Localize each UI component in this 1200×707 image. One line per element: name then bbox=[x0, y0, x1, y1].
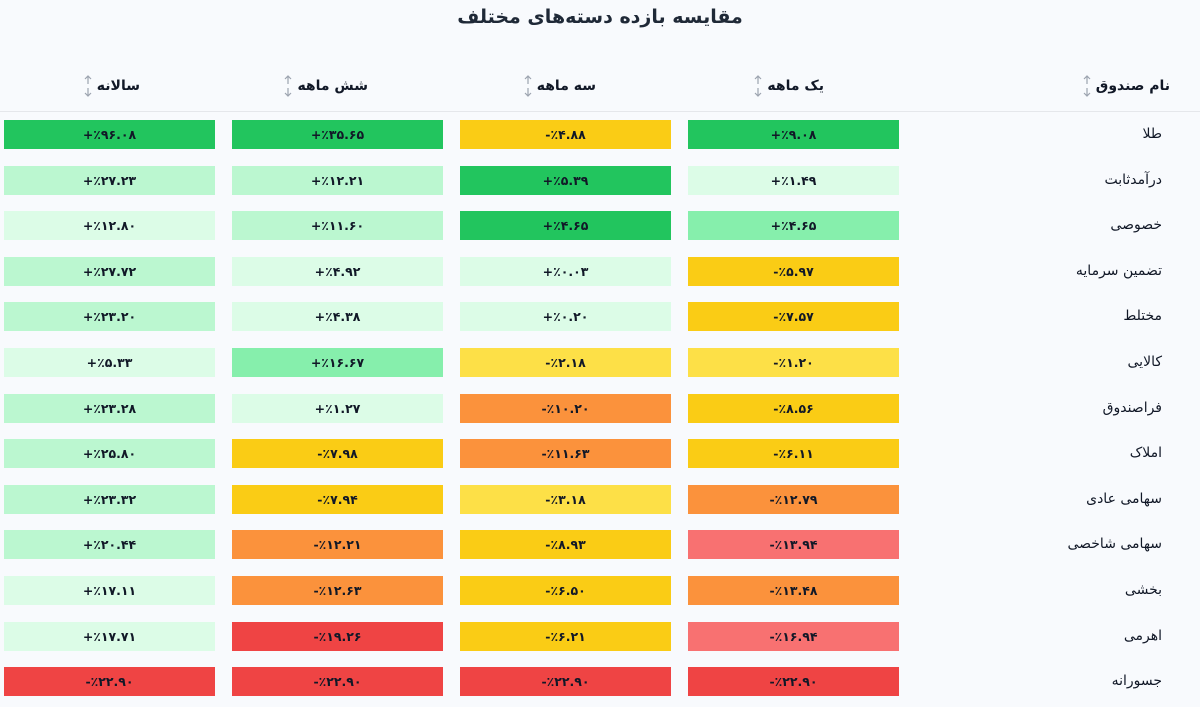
return-cell-m3: -٪۶.۵۰ bbox=[460, 576, 671, 605]
return-cell-m3: +٪۰.۲۰ bbox=[460, 302, 671, 332]
table-row: درآمدثابت +٪۱.۴۹ +٪۵.۳۹ +٪۱۲.۲۱ +٪۲۷.۲۳ bbox=[0, 161, 1200, 206]
column-header-m6[interactable]: شش ماهه bbox=[283, 74, 368, 98]
return-cell-m1: +٪۴.۶۵ bbox=[688, 211, 899, 241]
table-row: جسورانه -٪۲۲.۹۰ -٪۲۲.۹۰ -٪۲۲.۹۰ -٪۲۲.۹۰ bbox=[0, 662, 1200, 707]
column-header-label: یک ماهه bbox=[767, 78, 824, 94]
fund-category-name: تضمین سرمایه bbox=[1075, 262, 1162, 279]
return-cell-y1: +٪۲۳.۲۸ bbox=[4, 393, 215, 423]
fund-category-name: املاک bbox=[1129, 445, 1162, 462]
return-cell-m1: -٪۱۳.۹۴ bbox=[688, 530, 899, 560]
return-cell-m3: +٪۰.۰۳ bbox=[460, 256, 671, 286]
return-cell-m1: -٪۱۲.۷۹ bbox=[688, 484, 899, 514]
table-row: مختلط -٪۷.۵۷ +٪۰.۲۰ +٪۴.۳۸ +٪۲۳.۲۰ bbox=[0, 297, 1200, 342]
return-cell-m3: -٪۶.۲۱ bbox=[460, 621, 671, 651]
return-cell-m6: +٪۱۱.۶۰ bbox=[232, 211, 443, 241]
column-header-label: سالانه bbox=[96, 78, 140, 94]
table-row: کالایی -٪۱.۲۰ -٪۲.۱۸ +٪۱۶.۶۷ +٪۵.۳۳ bbox=[0, 343, 1200, 388]
table-row: اهرمی -٪۱۶.۹۴ -٪۶.۲۱ -٪۱۹.۲۶ +٪۱۷.۷۱ bbox=[0, 617, 1200, 662]
sort-icon[interactable] bbox=[1082, 75, 1092, 97]
return-cell-y1: +٪۲۰.۴۴ bbox=[4, 530, 215, 560]
column-header-m3[interactable]: سه ماهه bbox=[523, 74, 596, 98]
return-cell-m6: +٪۳۵.۶۵ bbox=[232, 120, 443, 149]
return-cell-m3: -٪۲۲.۹۰ bbox=[460, 667, 671, 697]
return-cell-m6: +٪۴.۹۲ bbox=[232, 256, 443, 286]
fund-category-name: کالایی bbox=[1127, 354, 1162, 370]
fund-category-name: مختلط bbox=[1123, 308, 1162, 325]
table-row: فراصندوق -٪۸.۵۶ -٪۱۰.۲۰ +٪۱.۲۷ +٪۲۳.۲۸ bbox=[0, 389, 1200, 434]
return-cell-m3: -٪۸.۹۳ bbox=[460, 530, 671, 560]
return-cell-m3: -٪۲.۱۸ bbox=[460, 348, 671, 377]
column-header-name[interactable]: نام صندوق bbox=[1082, 74, 1170, 98]
return-cell-m6: -٪۱۹.۲۶ bbox=[232, 621, 443, 651]
table-row: سهامی شاخصی -٪۱۳.۹۴ -٪۸.۹۳ -٪۱۲.۲۱ +٪۲۰.۴۴ bbox=[0, 525, 1200, 570]
fund-category-name: بخشی bbox=[1124, 582, 1162, 598]
column-header-label: سه ماهه bbox=[536, 78, 596, 94]
return-cell-m6: -٪۱۲.۶۳ bbox=[232, 576, 443, 605]
table-row: سهامی عادی -٪۱۲.۷۹ -٪۳.۱۸ -٪۷.۹۴ +٪۲۳.۳۲ bbox=[0, 480, 1200, 525]
return-cell-m3: +٪۴.۶۵ bbox=[460, 211, 671, 241]
column-header-label: نام صندوق bbox=[1095, 78, 1170, 94]
fund-category-name: سهامی عادی bbox=[1086, 490, 1162, 507]
fund-category-name: سهامی شاخصی bbox=[1067, 536, 1162, 553]
return-cell-y1: +٪۲۳.۳۲ bbox=[4, 484, 215, 514]
return-cell-m6: -٪۷.۹۸ bbox=[232, 439, 443, 469]
return-cell-m3: -٪۴.۸۸ bbox=[460, 120, 671, 149]
return-cell-m6: +٪۴.۳۸ bbox=[232, 302, 443, 332]
return-cell-m1: -٪۲۲.۹۰ bbox=[688, 667, 899, 697]
return-cell-m1: -٪۷.۵۷ bbox=[688, 302, 899, 332]
return-cell-m1: +٪۱.۴۹ bbox=[688, 165, 899, 195]
return-cell-y1: +٪۱۷.۷۱ bbox=[4, 621, 215, 651]
return-cell-y1: +٪۲۷.۷۲ bbox=[4, 256, 215, 286]
return-cell-m6: +٪۱۲.۲۱ bbox=[232, 165, 443, 195]
return-cell-m3: -٪۳.۱۸ bbox=[460, 484, 671, 514]
return-cell-m1: +٪۹.۰۸ bbox=[688, 120, 899, 149]
sort-icon[interactable] bbox=[283, 75, 293, 97]
return-cell-m6: -٪۲۲.۹۰ bbox=[232, 667, 443, 697]
return-cell-m6: +٪۱۶.۶۷ bbox=[232, 348, 443, 377]
column-header-y1[interactable]: سالانه bbox=[83, 74, 140, 98]
page-title: مقایسه بازده دسته‌های مختلف bbox=[457, 6, 743, 28]
table-row: املاک -٪۶.۱۱ -٪۱۱.۶۳ -٪۷.۹۸ +٪۲۵.۸۰ bbox=[0, 434, 1200, 479]
fund-category-name: درآمدثابت bbox=[1104, 171, 1162, 188]
return-cell-m1: -٪۱۳.۴۸ bbox=[688, 576, 899, 605]
fund-category-name: فراصندوق bbox=[1102, 399, 1162, 416]
return-cell-m3: -٪۱۰.۲۰ bbox=[460, 393, 671, 423]
return-cell-m6: -٪۱۲.۲۱ bbox=[232, 530, 443, 560]
return-cell-y1: +٪۹۶.۰۸ bbox=[4, 120, 215, 149]
fund-category-name: خصوصی bbox=[1110, 217, 1162, 234]
table-row: تضمین سرمایه -٪۵.۹۷ +٪۰.۰۳ +٪۴.۹۲ +٪۲۷.۷۲ bbox=[0, 252, 1200, 297]
return-cell-m1: -٪۱.۲۰ bbox=[688, 348, 899, 377]
return-cell-m6: -٪۷.۹۴ bbox=[232, 484, 443, 514]
fund-category-name: جسورانه bbox=[1111, 673, 1162, 690]
return-cell-m1: -٪۵.۹۷ bbox=[688, 256, 899, 286]
return-cell-y1: +٪۲۳.۲۰ bbox=[4, 302, 215, 332]
fund-category-name: اهرمی bbox=[1123, 627, 1162, 644]
table-row: خصوصی +٪۴.۶۵ +٪۴.۶۵ +٪۱۱.۶۰ +٪۱۲.۸۰ bbox=[0, 206, 1200, 251]
table-row: طلا +٪۹.۰۸ -٪۴.۸۸ +٪۳۵.۶۵ +٪۹۶.۰۸ bbox=[0, 115, 1200, 160]
sort-icon[interactable] bbox=[523, 75, 533, 97]
return-cell-m3: -٪۱۱.۶۳ bbox=[460, 439, 671, 469]
return-cell-m1: -٪۸.۵۶ bbox=[688, 393, 899, 423]
table-row: بخشی -٪۱۳.۴۸ -٪۶.۵۰ -٪۱۲.۶۳ +٪۱۷.۱۱ bbox=[0, 571, 1200, 616]
sort-icon[interactable] bbox=[83, 75, 93, 97]
return-cell-m1: -٪۶.۱۱ bbox=[688, 439, 899, 469]
return-cell-y1: +٪۵.۳۳ bbox=[4, 348, 215, 377]
column-header-label: شش ماهه bbox=[297, 78, 368, 94]
fund-category-name: طلا bbox=[1142, 126, 1163, 142]
column-header-m1[interactable]: یک ماهه bbox=[753, 74, 824, 98]
return-cell-m1: -٪۱۶.۹۴ bbox=[688, 621, 899, 651]
return-cell-m3: +٪۵.۳۹ bbox=[460, 165, 671, 195]
return-cell-m6: +٪۱.۲۷ bbox=[232, 393, 443, 423]
sort-icon[interactable] bbox=[753, 75, 763, 97]
return-cell-y1: -٪۲۲.۹۰ bbox=[4, 667, 215, 697]
return-cell-y1: +٪۱۷.۱۱ bbox=[4, 576, 215, 605]
return-cell-y1: +٪۱۲.۸۰ bbox=[4, 211, 215, 241]
return-cell-y1: +٪۲۵.۸۰ bbox=[4, 439, 215, 469]
return-cell-y1: +٪۲۷.۲۳ bbox=[4, 165, 215, 195]
table-header: نام صندوق یک ماهه سه ماهه شش ماهه سالانه bbox=[0, 60, 1200, 112]
